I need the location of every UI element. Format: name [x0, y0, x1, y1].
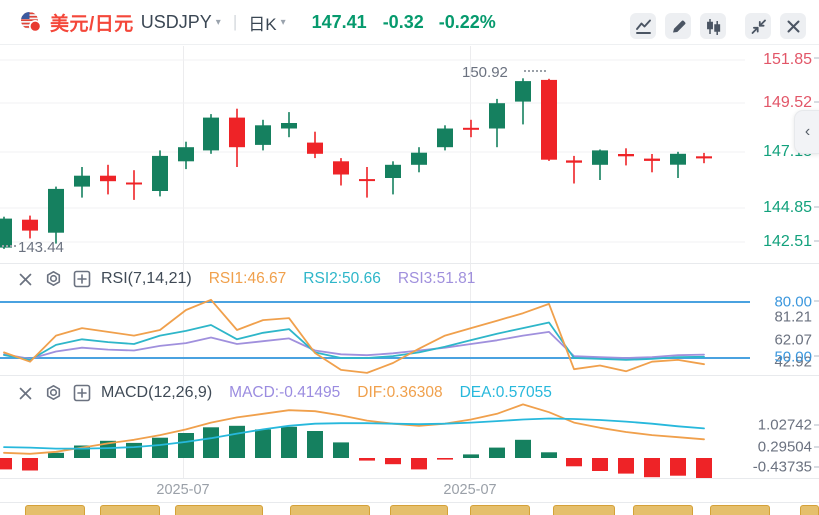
add-indicator-icon[interactable]	[72, 384, 91, 403]
axis-tick	[814, 446, 819, 448]
axis-tick	[814, 466, 819, 468]
rsi-params: RSI(7,14,21)	[101, 270, 192, 287]
timeframe-caret-icon[interactable]: ▾	[280, 16, 286, 28]
macd-chart	[0, 376, 819, 480]
month-gridline	[470, 46, 471, 478]
bottom-tab-button[interactable]	[710, 505, 770, 515]
macd-scale-label: 0.29504	[757, 438, 812, 456]
price-axis-label: 151.85	[763, 51, 812, 68]
chart-toolbar	[630, 13, 806, 39]
price-axis-label: 144.85	[763, 199, 812, 216]
axis-tick	[814, 300, 819, 302]
bottom-tab-button[interactable]	[633, 505, 693, 515]
macd-scale-label: 1.02742	[757, 416, 812, 434]
bottom-tab-button[interactable]	[390, 505, 448, 515]
price-axis-label: 149.52	[763, 94, 812, 111]
price-change-percent: -0.22%	[438, 11, 496, 32]
bottom-tab-button[interactable]	[100, 505, 160, 515]
dea-value: DEA:0.57055	[459, 384, 552, 401]
bottom-tab-button[interactable]	[470, 505, 530, 515]
panel-divider	[0, 478, 819, 479]
close-icon[interactable]	[16, 270, 35, 289]
timeframe-selector[interactable]: 日K	[248, 14, 277, 34]
low-annotation: 143.44	[18, 239, 64, 256]
price-change: -0.32	[382, 11, 424, 32]
settings-icon[interactable]	[44, 384, 63, 403]
axis-tick	[814, 355, 819, 357]
low-annotation-leader	[2, 245, 16, 247]
pencil-icon[interactable]	[665, 13, 691, 39]
candlestick-chart	[0, 45, 819, 263]
close-icon[interactable]	[780, 13, 806, 39]
rsi-chart	[0, 263, 819, 376]
macd-value: MACD:-0.41495	[229, 384, 341, 401]
axis-tick	[814, 424, 819, 426]
x-axis-label: 2025-07	[156, 482, 210, 498]
bottom-tab-button[interactable]	[290, 505, 370, 515]
rsi1-value: RSI1:46.67	[208, 270, 287, 287]
rsi-level-label: 80.00	[774, 293, 812, 311]
price-axis-label: 142.51	[763, 233, 812, 250]
x-axis-label: 2025-07	[443, 482, 497, 498]
settings-icon[interactable]	[44, 270, 63, 289]
macd-scale-label: -0.43735	[752, 458, 812, 476]
close-icon[interactable]	[16, 384, 35, 403]
dif-value: DIF:0.36308	[357, 384, 443, 401]
chevron-left-icon: ‹	[804, 123, 811, 140]
rsi-scale-label: 81.21	[774, 308, 812, 326]
header-separator: |	[232, 12, 238, 31]
panel-divider	[0, 263, 819, 264]
bottom-tab-button[interactable]	[175, 505, 263, 515]
candlestick-icon[interactable]	[700, 13, 726, 39]
pair-flag-icon	[20, 11, 42, 33]
rsi2-value: RSI2:50.66	[303, 270, 381, 287]
rsi3-value: RSI3:51.81	[397, 270, 476, 287]
bottom-tab-button[interactable]	[25, 505, 85, 515]
axis-tick	[814, 206, 819, 208]
rsi-level-label: 50.00	[774, 348, 812, 366]
high-annotation-leader	[524, 70, 546, 72]
collapse-icon[interactable]	[745, 13, 771, 39]
pair-code[interactable]: USDJPY	[140, 11, 212, 32]
month-gridline	[183, 46, 184, 478]
bottom-tab-button[interactable]	[553, 505, 615, 515]
axis-tick	[814, 101, 819, 103]
axis-tick	[814, 57, 819, 59]
panel-divider	[0, 502, 819, 503]
trend-line-icon[interactable]	[630, 13, 656, 39]
bottom-tab-button[interactable]	[800, 505, 819, 515]
macd-panel-header: MACD(12,26,9) MACD:-0.41495 DIF:0.36308 …	[16, 380, 552, 406]
pair-name-cn: 美元/日元	[50, 13, 134, 35]
rsi-panel-header: RSI(7,14,21) RSI1:46.67 RSI2:50.66 RSI3:…	[16, 266, 475, 292]
panel-divider	[0, 375, 819, 376]
panel-collapse-toggle[interactable]: ‹	[794, 110, 819, 154]
axis-tick	[814, 240, 819, 242]
high-annotation: 150.92	[462, 64, 508, 81]
add-indicator-icon[interactable]	[72, 270, 91, 289]
last-price: 147.41	[311, 11, 367, 32]
rsi-scale-label: 42.92	[774, 353, 812, 371]
macd-params: MACD(12,26,9)	[101, 384, 213, 401]
pair-dropdown-caret-icon[interactable]: ▾	[215, 16, 221, 28]
rsi-scale-label: 62.07	[774, 331, 812, 349]
